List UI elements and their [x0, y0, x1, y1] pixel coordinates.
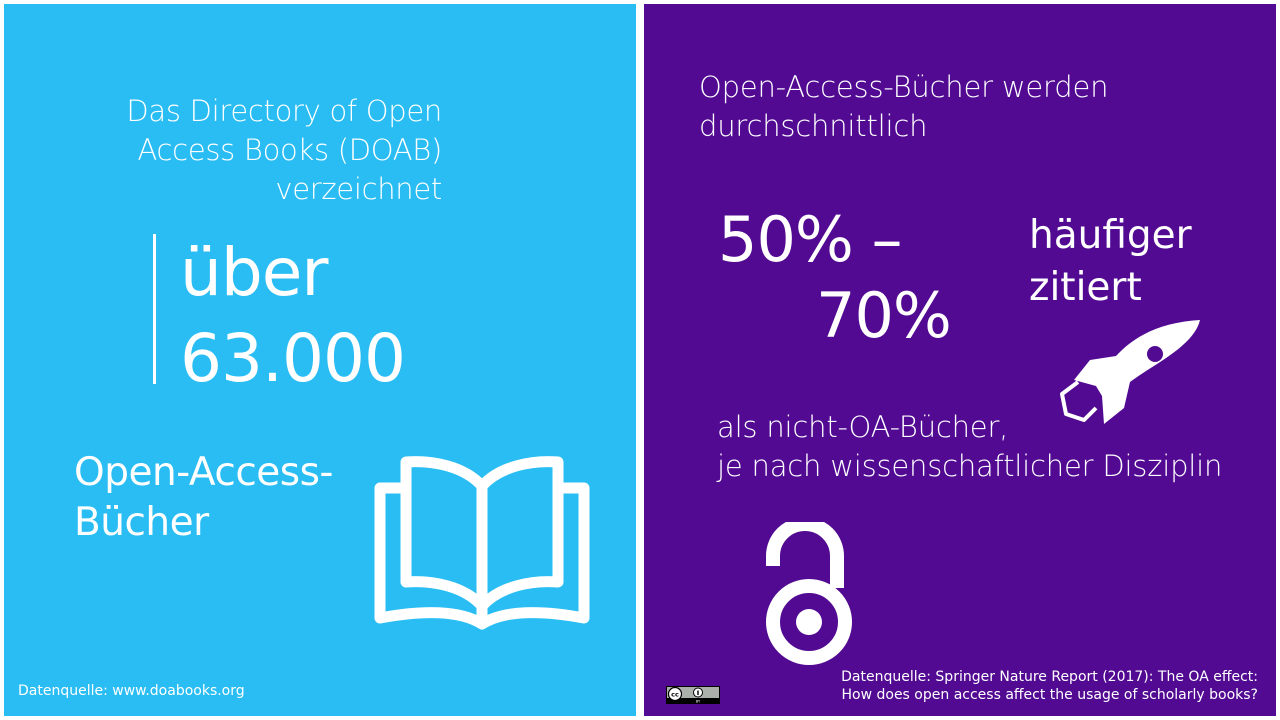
svg-text:cc: cc: [671, 690, 679, 698]
count-prefix: über: [180, 234, 328, 311]
label-line: häufiger: [1029, 213, 1192, 258]
citation-intro: Open-Access-Bücher werden durchschnittli…: [699, 68, 1108, 146]
comparison-line: je nach wissenschaftlicher Disziplin: [717, 449, 1223, 483]
svg-text:BY: BY: [696, 700, 701, 704]
rocket-icon: [1060, 320, 1200, 424]
intro-line: Das Directory of Open: [126, 94, 442, 128]
intro-line: Open-Access-Bücher werden: [699, 70, 1109, 104]
doab-intro: Das Directory of Open Access Books (DOAB…: [126, 92, 442, 209]
open-access-lock-icon: [766, 522, 852, 665]
label-line: Bücher: [74, 500, 209, 545]
source-line: How does open access affect the usage of…: [841, 687, 1259, 703]
open-book-icon: [374, 456, 590, 630]
book-count: über 63.000: [180, 230, 406, 402]
more-cited-label: häufiger zitiert: [1029, 210, 1192, 314]
label-line: Open-Access-: [74, 450, 333, 495]
intro-line: durchschnittlich: [699, 109, 928, 143]
cc-by-icon[interactable]: cc BY: [666, 686, 720, 704]
comparison-text: als nicht-OA-Bücher, je nach wissenschaf…: [717, 408, 1222, 486]
intro-line: verzeichnet: [275, 172, 442, 206]
oa-books-label: Open-Access- Bücher: [74, 448, 333, 548]
source-line: Datenquelle: Springer Nature Report (201…: [841, 669, 1258, 685]
right-panel: Open-Access-Bücher werden durchschnittli…: [644, 4, 1276, 716]
data-source-left: Datenquelle: www.doabooks.org: [18, 683, 245, 699]
intro-line: Access Books (DOAB): [137, 133, 443, 167]
comparison-line: als nicht-OA-Bücher,: [717, 410, 1009, 444]
percent-range-start: 50% –: [718, 203, 903, 276]
data-source-right: Datenquelle: Springer Nature Report (201…: [841, 668, 1258, 704]
label-line: zitiert: [1029, 265, 1142, 310]
left-panel: Das Directory of Open Access Books (DOAB…: [4, 4, 636, 716]
count-value: 63.000: [180, 320, 406, 397]
percent-range-end: 70%: [816, 279, 952, 352]
accent-divider: [153, 234, 156, 384]
